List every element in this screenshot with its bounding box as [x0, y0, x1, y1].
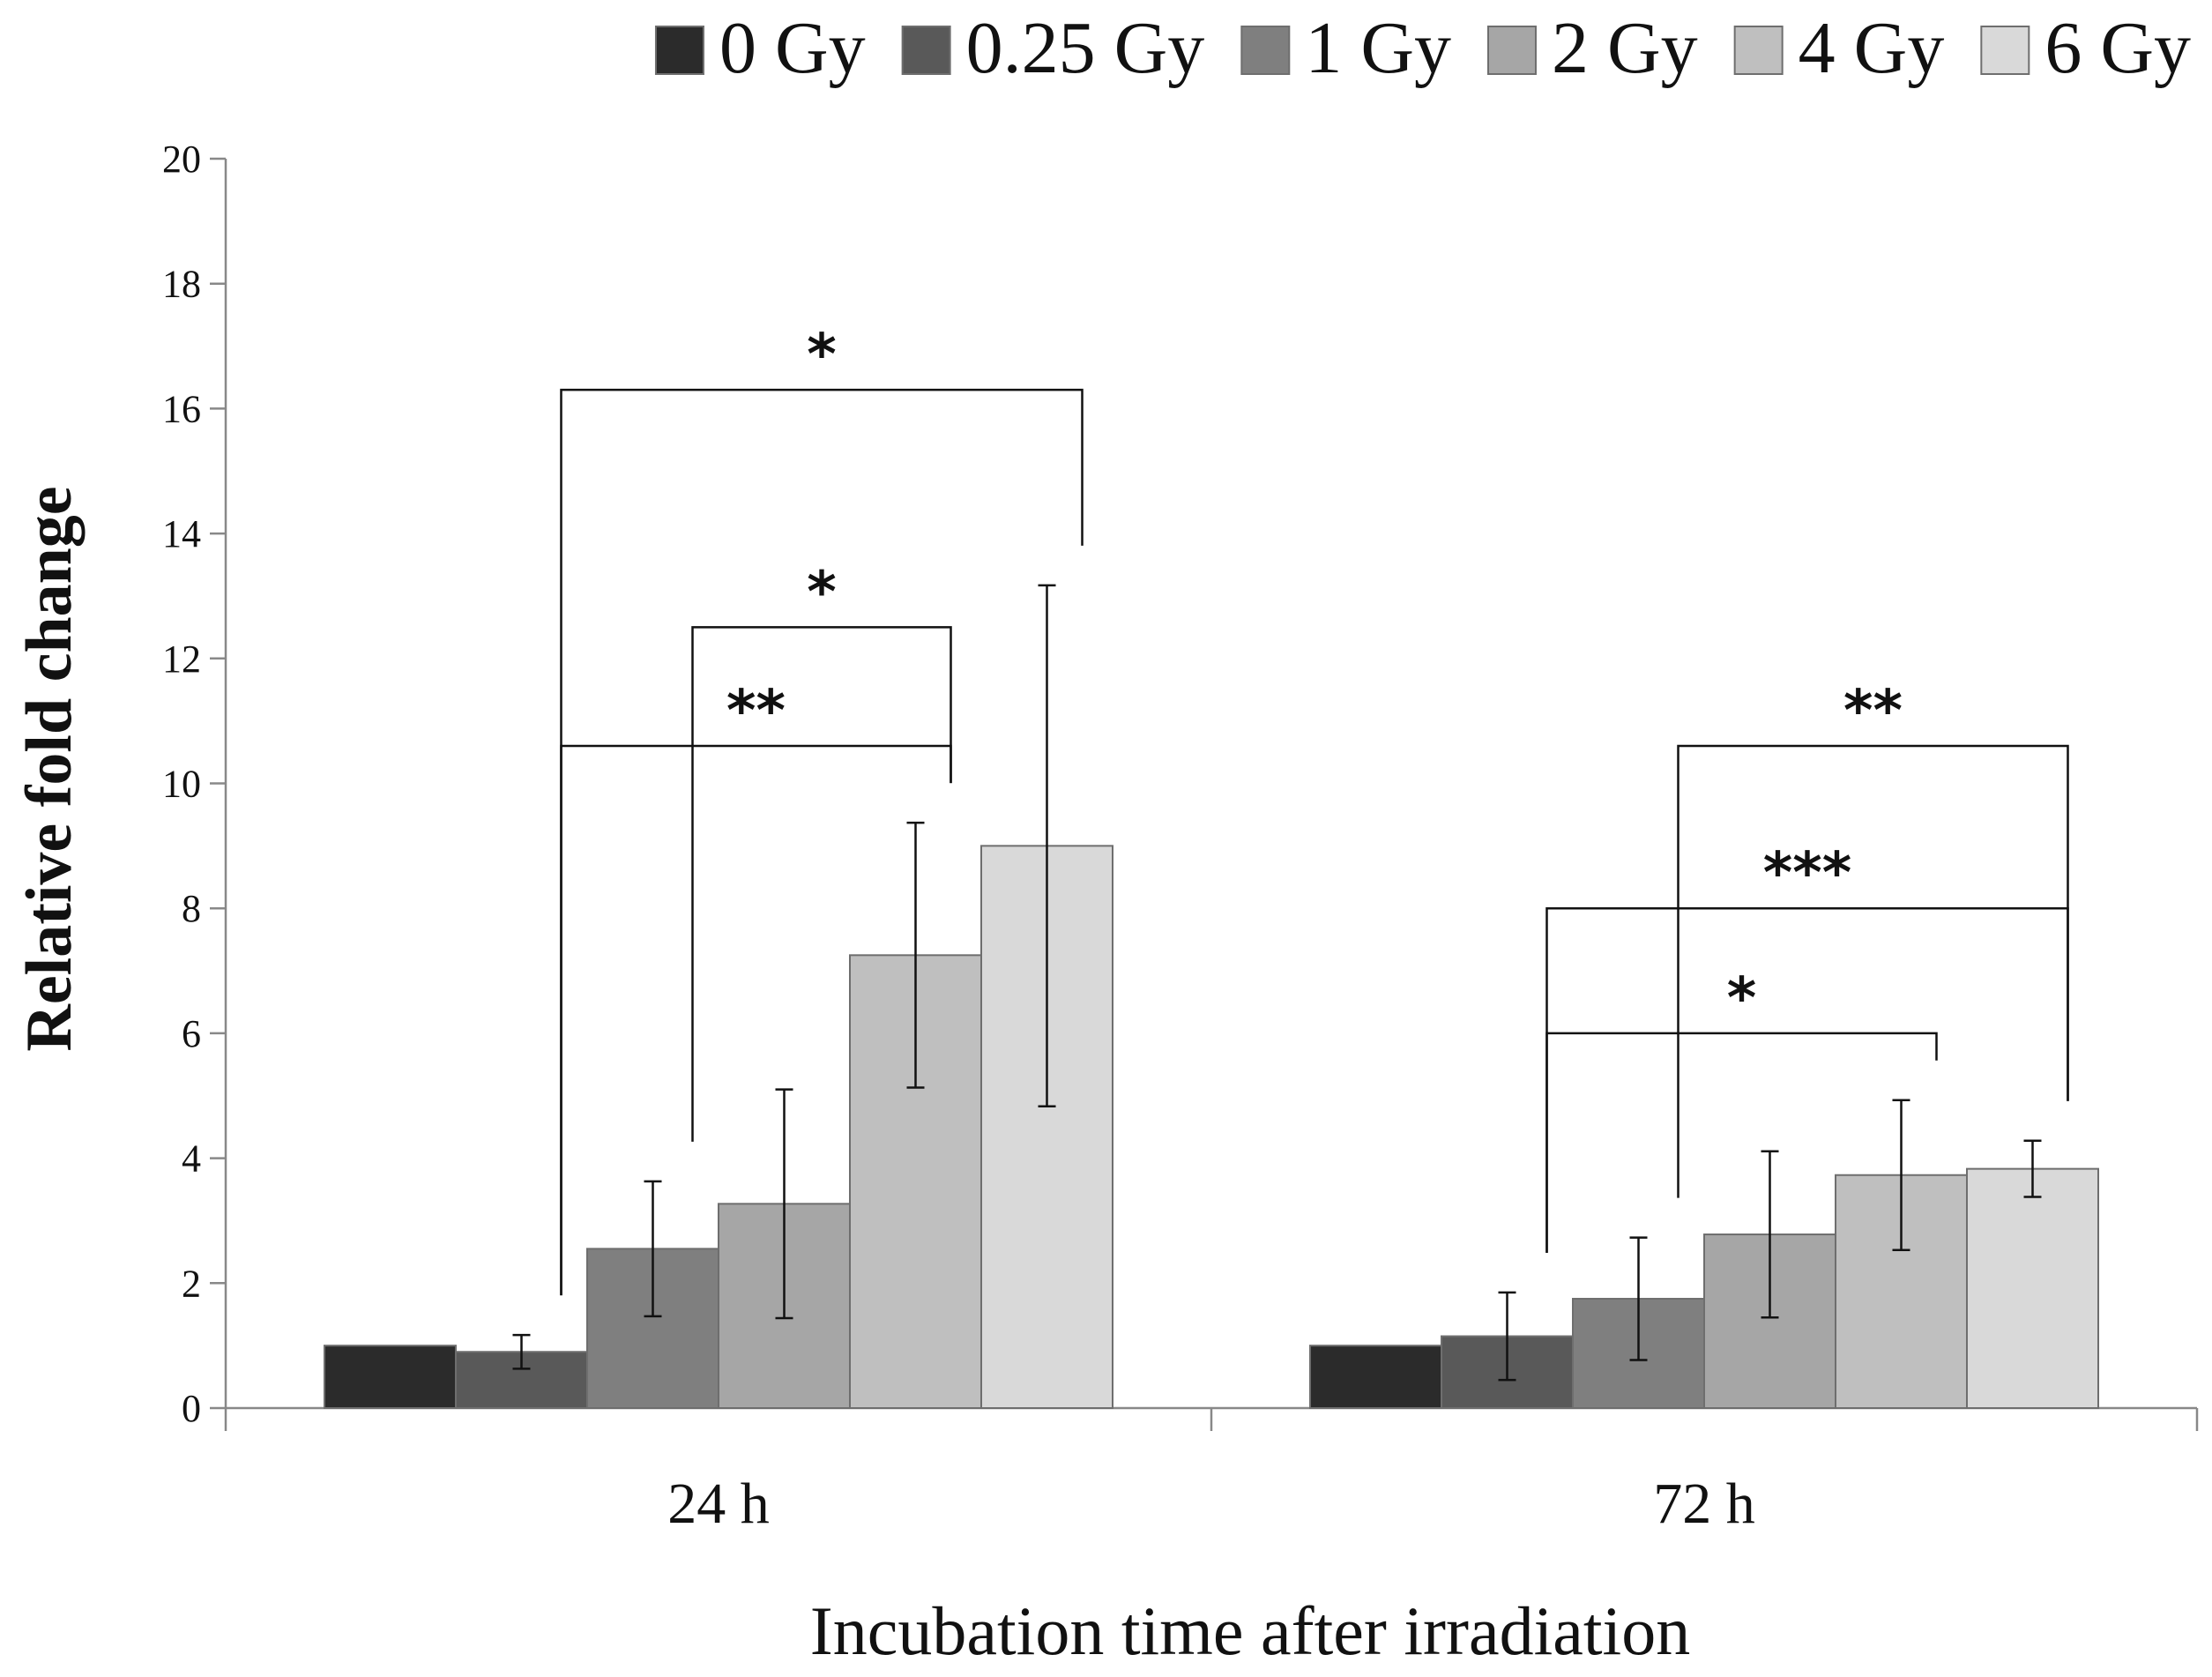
legend-swatch — [901, 26, 951, 75]
significance-bracket — [691, 626, 952, 1142]
y-tick-label: 8 — [182, 887, 201, 930]
significance-bracket — [1545, 1032, 1938, 1253]
legend-label: 1 Gy — [1305, 7, 1451, 89]
legend-label: 0 Gy — [719, 7, 866, 89]
y-tick-label: 18 — [162, 263, 201, 306]
x-axis-title: Incubation time after irradiation — [810, 1592, 1690, 1669]
y-tick-label: 0 — [182, 1387, 201, 1430]
legend-label: 4 Gy — [1799, 7, 1945, 89]
legend-swatch — [1240, 26, 1291, 75]
y-tick-label: 6 — [182, 1012, 201, 1055]
legend-swatch — [1486, 26, 1537, 75]
y-tick-label: 10 — [162, 763, 201, 806]
legend-swatch — [654, 26, 704, 75]
x-tick-label: 24 h — [667, 1472, 770, 1536]
significance-label: ** — [1843, 679, 1903, 744]
significance-label: *** — [1763, 841, 1851, 906]
y-axis-title: Relative fold change — [13, 486, 86, 1051]
significance-label: * — [1727, 966, 1756, 1032]
legend-swatch — [1980, 26, 2030, 75]
x-tick-label: 72 h — [1653, 1472, 1755, 1536]
bars — [324, 845, 2099, 1410]
y-tick-label: 2 — [182, 1262, 201, 1305]
bar — [324, 1345, 457, 1410]
significance-brackets: **** ****** — [560, 323, 2069, 1296]
error-bars — [512, 584, 2042, 1382]
legend-swatch — [1733, 26, 1784, 75]
bar — [1966, 1167, 2099, 1410]
significance-bracket — [560, 744, 952, 1296]
legend-label: 2 Gy — [1552, 7, 1698, 89]
y-tick-label: 4 — [182, 1137, 201, 1181]
legend-label: 0.25 Gy — [966, 7, 1205, 89]
y-tick-label: 20 — [162, 138, 201, 181]
y-tick-label: 16 — [162, 387, 201, 430]
y-tick-label: 14 — [162, 512, 201, 555]
legend: 0 Gy 0.25 Gy 1 Gy 2 Gy 4 Gy 6 Gy — [654, 7, 2191, 89]
y-tick-label: 12 — [162, 637, 201, 681]
significance-label: * — [807, 560, 836, 625]
bar — [1309, 1345, 1442, 1410]
significance-label: * — [807, 323, 836, 388]
legend-label: 6 Gy — [2044, 7, 2191, 89]
significance-label: ** — [726, 679, 786, 744]
